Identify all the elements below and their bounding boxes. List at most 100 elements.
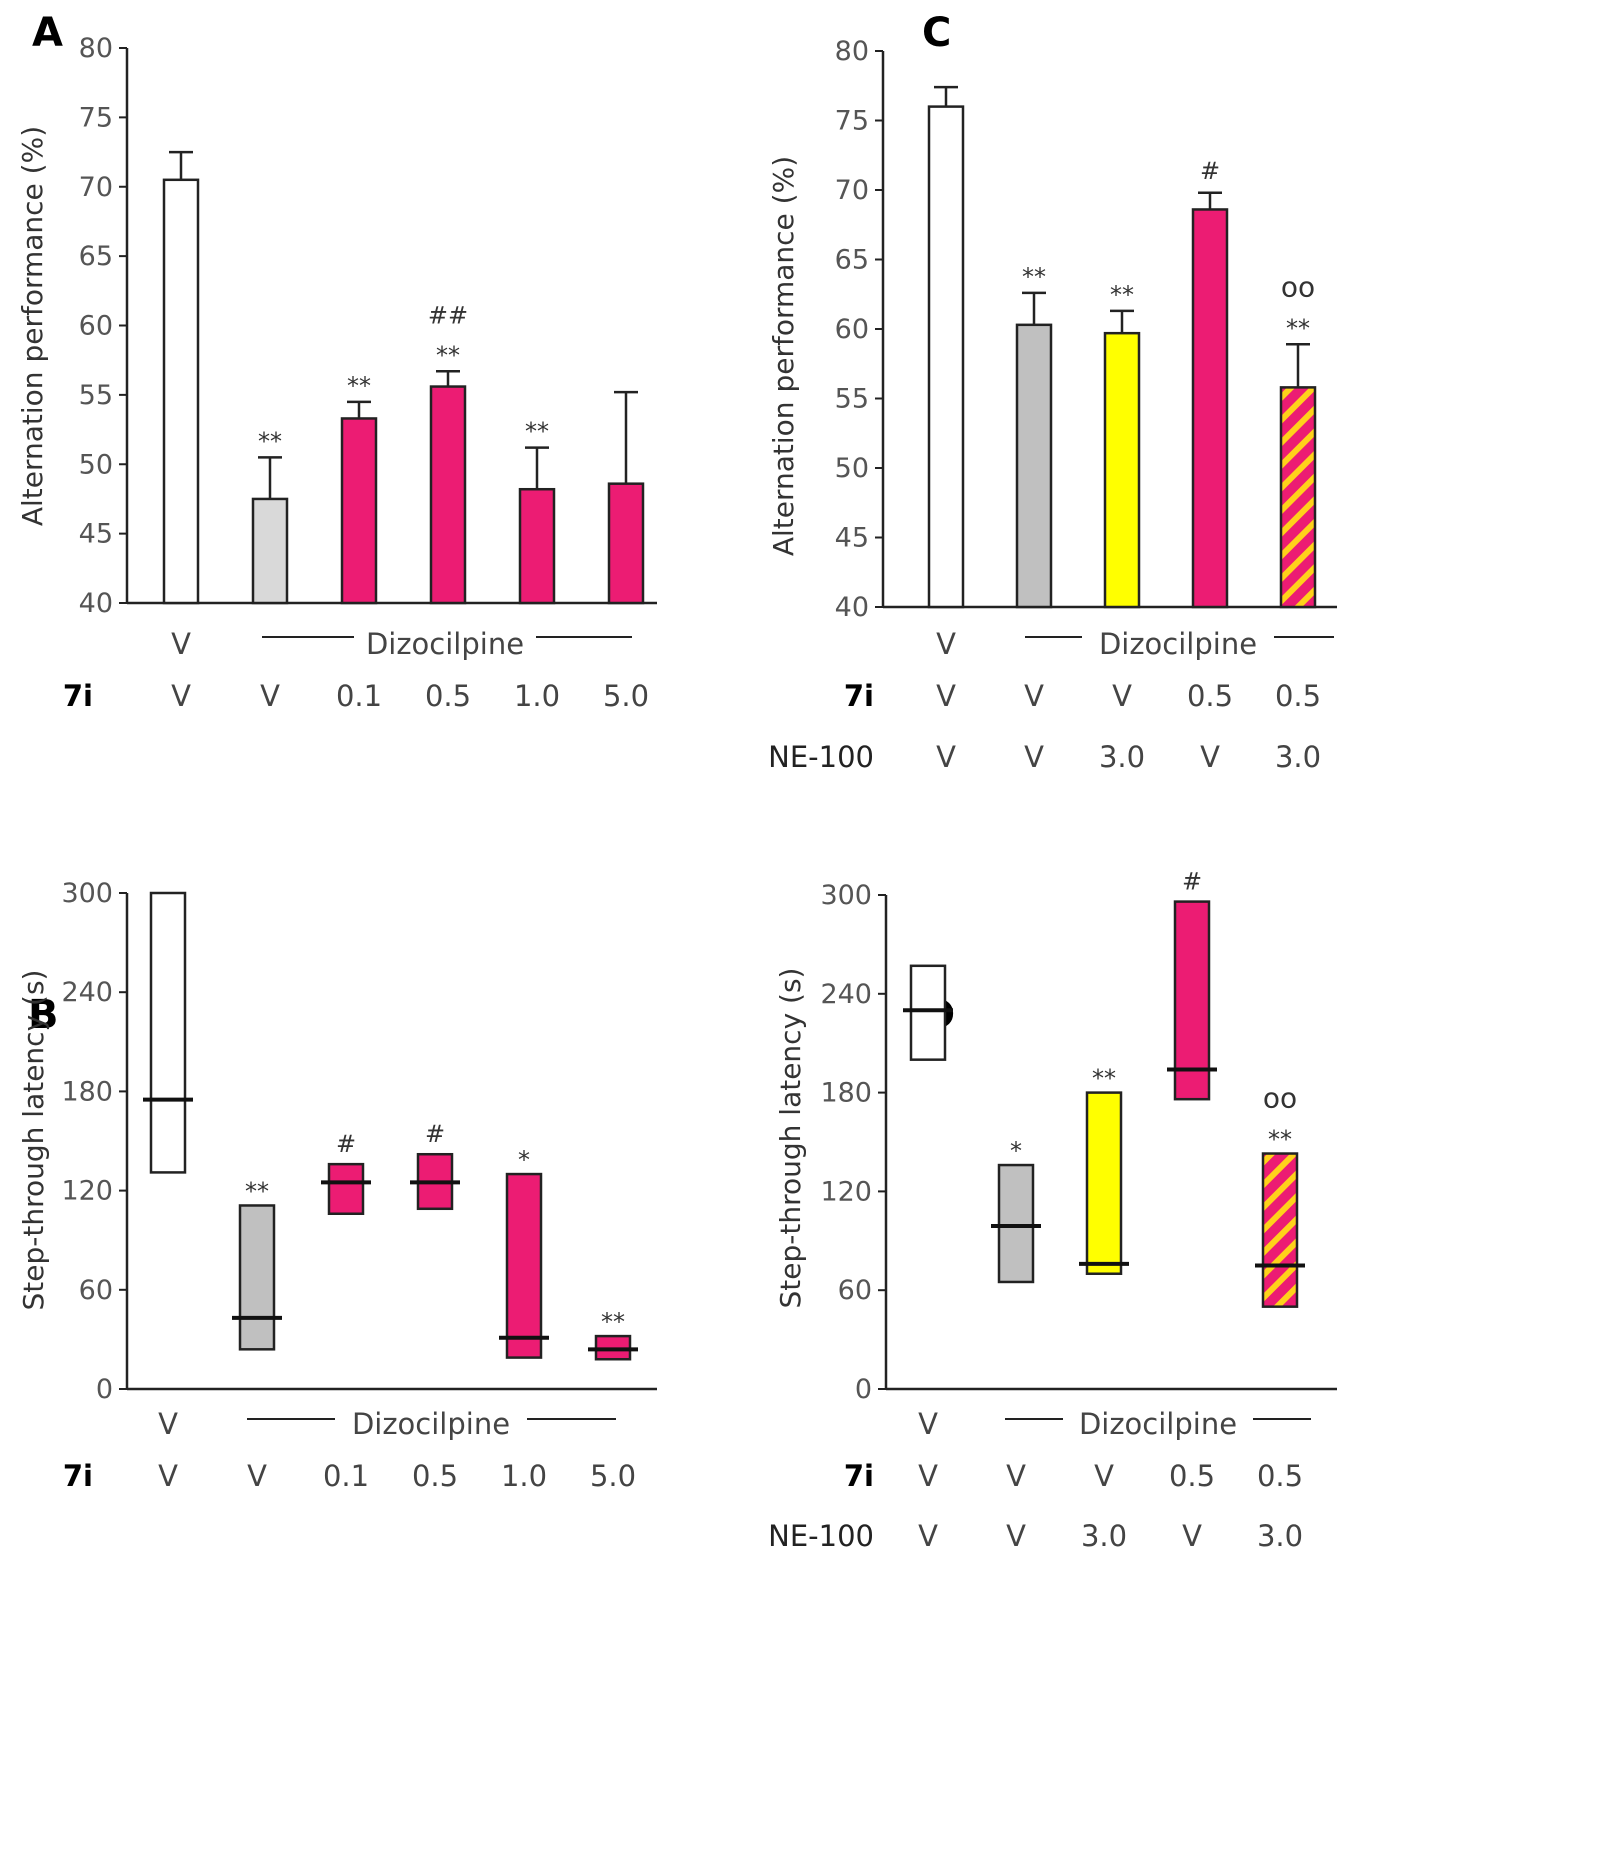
bar xyxy=(251,497,289,605)
panel-c-chart: 40 45 50 55 60 65 70 75 80 Alternation performanc… xyxy=(767,36,1337,774)
box xyxy=(1173,900,1211,1101)
significance-label: ** xyxy=(1268,1126,1292,1154)
bar xyxy=(1191,208,1229,609)
y-tick-label: 65 xyxy=(835,245,869,276)
bar xyxy=(927,105,965,609)
group-label: Dizocilpine xyxy=(1099,627,1257,661)
y-tick-label: 65 xyxy=(79,241,113,272)
y-axis-label: Step-through latency (s) xyxy=(17,970,50,1311)
bar xyxy=(1279,386,1317,609)
significance-label: * xyxy=(1010,1137,1022,1165)
bar xyxy=(1103,331,1141,609)
box xyxy=(149,891,187,1174)
bar xyxy=(518,487,556,605)
significance-label: ** xyxy=(347,372,371,400)
treatment-value: V xyxy=(247,1459,267,1493)
panel-letter-a: A xyxy=(32,10,63,56)
significance-label: # xyxy=(336,1130,356,1158)
bar xyxy=(429,385,467,605)
treatment-value: V xyxy=(1006,1519,1026,1553)
y-tick-label: 80 xyxy=(835,36,869,67)
treatment-value: 3.0 xyxy=(1275,740,1321,774)
treatment-value: V xyxy=(1200,740,1220,774)
treatment-value: V xyxy=(936,627,956,661)
treatment-value: 0.5 xyxy=(425,679,471,713)
y-tick-label: 40 xyxy=(79,588,113,619)
significance-label: ** xyxy=(1092,1065,1116,1093)
significance-label: ** xyxy=(601,1308,625,1336)
y-tick-label: 50 xyxy=(79,449,113,480)
treatment-value: V xyxy=(918,1459,938,1493)
treatment-value: V xyxy=(936,679,956,713)
bar xyxy=(340,417,378,605)
treatment-value: V xyxy=(171,627,191,661)
treatment-value: V xyxy=(918,1407,938,1441)
box xyxy=(997,1163,1035,1284)
treatment-value: 5.0 xyxy=(603,679,649,713)
significance-label: ** xyxy=(1110,281,1134,309)
y-tick-label: 45 xyxy=(79,519,113,550)
y-tick-label: 300 xyxy=(61,878,113,909)
panel-letter-c: C xyxy=(922,10,951,56)
box xyxy=(1085,1091,1123,1275)
y-tick-label: 40 xyxy=(835,592,869,623)
group-label: Dizocilpine xyxy=(352,1407,510,1441)
treatment-value: 1.0 xyxy=(514,679,560,713)
y-tick-label: 80 xyxy=(79,33,113,64)
treatment-value: 0.1 xyxy=(323,1459,369,1493)
treatment-value: V xyxy=(260,679,280,713)
treatment-value: V xyxy=(171,679,191,713)
y-tick-label: 60 xyxy=(835,314,869,345)
y-axis-label: Step-through latency (s) xyxy=(774,968,807,1309)
treatment-value: V xyxy=(1094,1459,1114,1493)
y-tick-label: 240 xyxy=(820,979,872,1010)
bar xyxy=(1015,323,1053,609)
significance-label: ** xyxy=(436,341,460,369)
treatment-row-label: 7i xyxy=(844,1459,874,1493)
box xyxy=(327,1162,365,1215)
bar xyxy=(162,178,200,605)
significance-label: * xyxy=(518,1146,530,1174)
y-axis-label: Alternation performance (%) xyxy=(16,126,49,526)
box xyxy=(505,1172,543,1359)
group-label: Dizocilpine xyxy=(366,627,524,661)
bar xyxy=(607,482,645,605)
panel-a-chart: 40 45 50 55 60 65 70 75 80 Alternation performanc… xyxy=(16,33,657,713)
treatment-value: V xyxy=(158,1407,178,1441)
treatment-row-label: 7i xyxy=(844,679,874,713)
treatment-value: V xyxy=(1024,740,1044,774)
y-tick-label: 75 xyxy=(79,102,113,133)
treatment-value: V xyxy=(936,740,956,774)
treatment-value: V xyxy=(918,1519,938,1553)
treatment-value: V xyxy=(1182,1519,1202,1553)
treatment-value: 0.5 xyxy=(1187,679,1233,713)
treatment-value: 3.0 xyxy=(1081,1519,1127,1553)
significance-label: ** xyxy=(245,1177,269,1205)
panel-d-chart: 0 60 120 180 240 300 Step-through latency (s) *… xyxy=(768,868,1337,1553)
panel-letter-b: B xyxy=(28,992,59,1038)
significance-label: oo xyxy=(1263,1082,1297,1115)
treatment-value: 5.0 xyxy=(590,1459,636,1493)
treatment-value: 3.0 xyxy=(1099,740,1145,774)
treatment-value: V xyxy=(1024,679,1044,713)
treatment-value: 0.5 xyxy=(1169,1459,1215,1493)
box xyxy=(1261,1152,1299,1308)
significance-label: # xyxy=(425,1120,445,1148)
y-tick-label: 55 xyxy=(79,380,113,411)
y-axis-label: Alternation performance (%) xyxy=(767,156,800,556)
y-tick-label: 70 xyxy=(79,172,113,203)
significance-label: ** xyxy=(258,427,282,455)
y-tick-label: 180 xyxy=(61,1076,113,1107)
significance-label: ** xyxy=(1022,263,1046,291)
box xyxy=(909,964,947,1061)
treatment-value: V xyxy=(1112,679,1132,713)
significance-label: # xyxy=(1200,157,1220,185)
significance-label: # xyxy=(1182,868,1202,896)
treatment-row-label: 7i xyxy=(63,679,93,713)
treatment-value: 1.0 xyxy=(501,1459,547,1493)
group-label: Dizocilpine xyxy=(1079,1407,1237,1441)
y-tick-label: 55 xyxy=(835,384,869,415)
treatment-row-label: NE-100 xyxy=(768,1519,874,1553)
y-tick-label: 0 xyxy=(855,1374,872,1405)
